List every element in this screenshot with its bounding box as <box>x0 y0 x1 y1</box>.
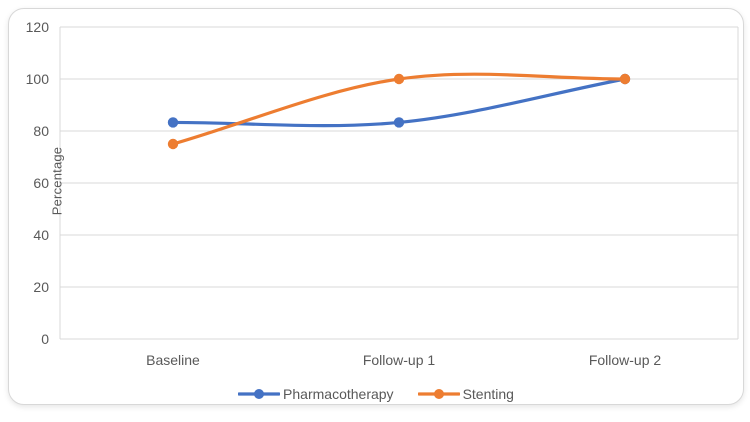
x-category-label: Baseline <box>146 352 200 368</box>
legend-swatch-line-marker-icon <box>238 389 281 399</box>
y-tick-label: 80 <box>33 123 49 139</box>
marker-stenting <box>619 73 631 85</box>
y-tick-label: 20 <box>33 279 49 295</box>
series-line-stenting <box>171 72 627 146</box>
marker-pharmacotherapy <box>393 117 405 128</box>
legend-item-pharmacotherapy: Pharmacotherapy <box>238 386 394 402</box>
legend-label: Pharmacotherapy <box>283 386 394 402</box>
y-tick-label: 0 <box>41 331 49 347</box>
legend-item-stenting: Stenting <box>417 386 514 402</box>
marker-stenting <box>167 138 179 150</box>
chart-legend: Pharmacotherapy Stenting <box>9 381 743 407</box>
y-tick-label: 120 <box>25 19 49 35</box>
y-tick-label: 100 <box>25 71 49 87</box>
plot-area <box>59 26 739 340</box>
legend-label: Stenting <box>462 386 514 402</box>
y-tick-label: 60 <box>33 175 49 191</box>
y-tick-label: 40 <box>33 227 49 243</box>
legend-swatch-line-marker-icon <box>417 389 460 399</box>
y-axis-title: Percentage <box>49 146 65 216</box>
marker-stenting <box>393 73 405 85</box>
x-category-label: Follow-up 1 <box>362 352 436 368</box>
x-category-label: Follow-up 2 <box>588 352 662 368</box>
line-chart: Percentage 120 100 80 60 40 20 0 Baseline Follo… <box>9 9 743 404</box>
marker-pharmacotherapy <box>167 117 179 128</box>
chart-card: Percentage 120 100 80 60 40 20 0 Baseline Follo… <box>8 8 744 405</box>
